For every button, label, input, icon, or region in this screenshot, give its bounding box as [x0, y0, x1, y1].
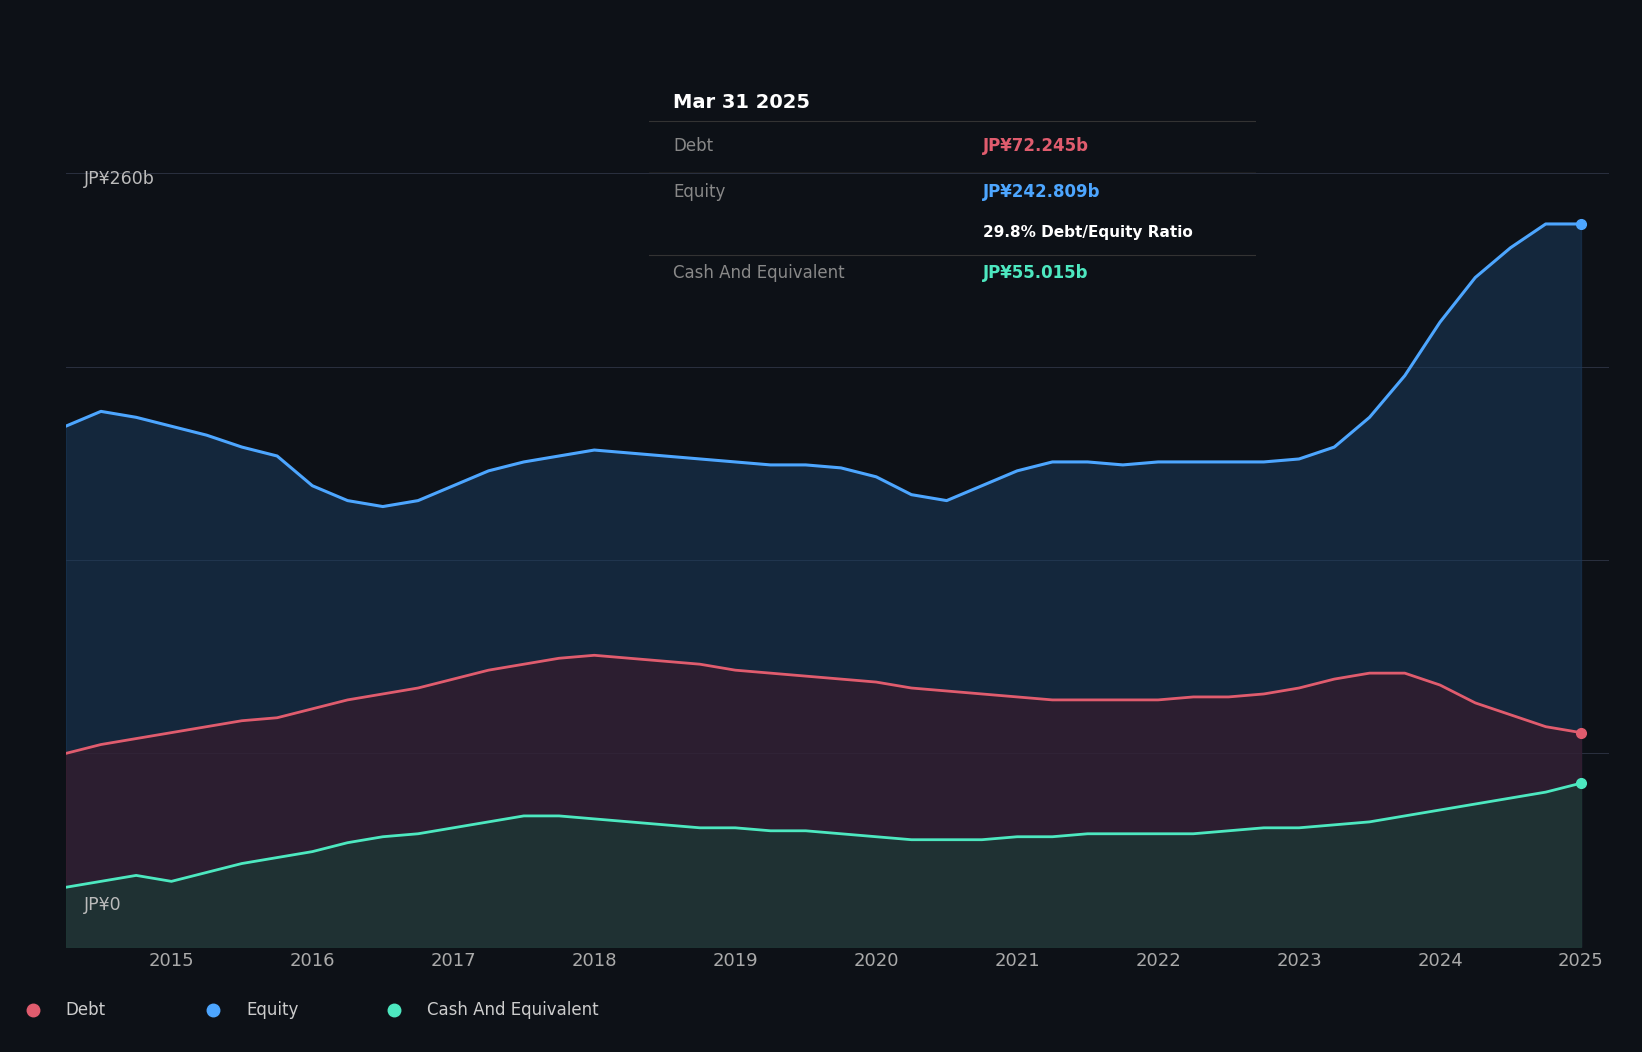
Text: Debt: Debt — [673, 137, 713, 156]
Text: 29.8% Debt/Equity Ratio: 29.8% Debt/Equity Ratio — [982, 225, 1192, 240]
Text: JP¥260b: JP¥260b — [84, 170, 154, 188]
Text: JP¥55.015b: JP¥55.015b — [982, 264, 1089, 283]
Text: Cash And Equivalent: Cash And Equivalent — [673, 264, 844, 283]
Text: JP¥72.245b: JP¥72.245b — [982, 137, 1089, 156]
Text: JP¥242.809b: JP¥242.809b — [982, 183, 1100, 202]
Text: Equity: Equity — [673, 183, 726, 202]
Text: Mar 31 2025: Mar 31 2025 — [673, 94, 810, 113]
Text: Equity: Equity — [246, 1000, 299, 1019]
Text: Cash And Equivalent: Cash And Equivalent — [427, 1000, 599, 1019]
Text: Debt: Debt — [66, 1000, 105, 1019]
Text: JP¥0: JP¥0 — [84, 896, 122, 914]
